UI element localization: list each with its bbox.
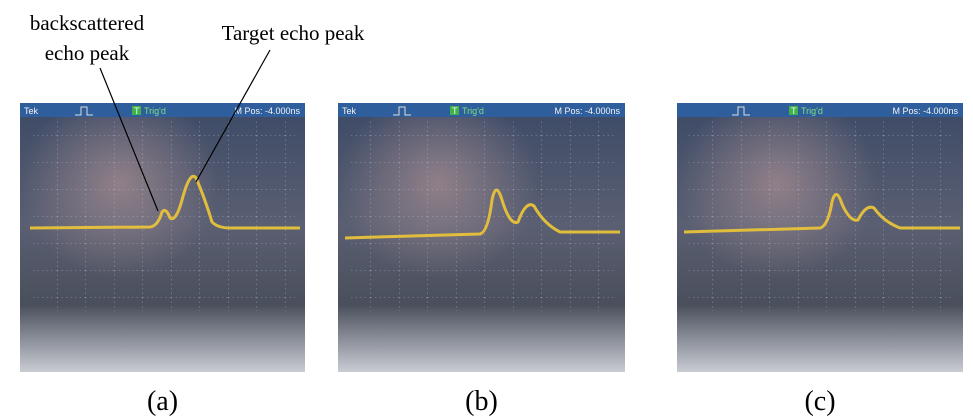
trigger: T (134, 106, 140, 116)
panel-label: (c) (804, 386, 835, 417)
annotation-line: backscattered (30, 11, 145, 35)
oscilloscope-photo: T Trig'd M Pos: -4.000ns (677, 103, 963, 372)
position: M Pos: -4.000ns (234, 106, 300, 116)
oscilloscope-photo: Tek T Trig'd M Pos: -4.000ns (20, 103, 305, 372)
oscilloscope-photo: Tek T Trig'd M Pos: -4.000ns (338, 103, 625, 372)
grid (687, 121, 953, 311)
trigger: T (452, 106, 458, 116)
brand: Tek (342, 106, 357, 116)
trigger: T (791, 106, 797, 116)
brand: Tek (24, 106, 39, 116)
position: M Pos: -4.000ns (554, 106, 620, 116)
annotation-line: echo peak (45, 41, 130, 65)
annotation-line: Target echo peak (222, 21, 365, 45)
panel-label: (b) (465, 386, 498, 417)
panel-label: (a) (147, 386, 178, 417)
grid (30, 121, 295, 311)
status: Trig'd (144, 106, 166, 116)
status: Trig'd (801, 106, 823, 116)
position: M Pos: -4.000ns (892, 106, 958, 116)
status: Trig'd (462, 106, 484, 116)
grid (348, 121, 615, 311)
figure: backscattered echo peak Target echo peak… (0, 0, 973, 417)
